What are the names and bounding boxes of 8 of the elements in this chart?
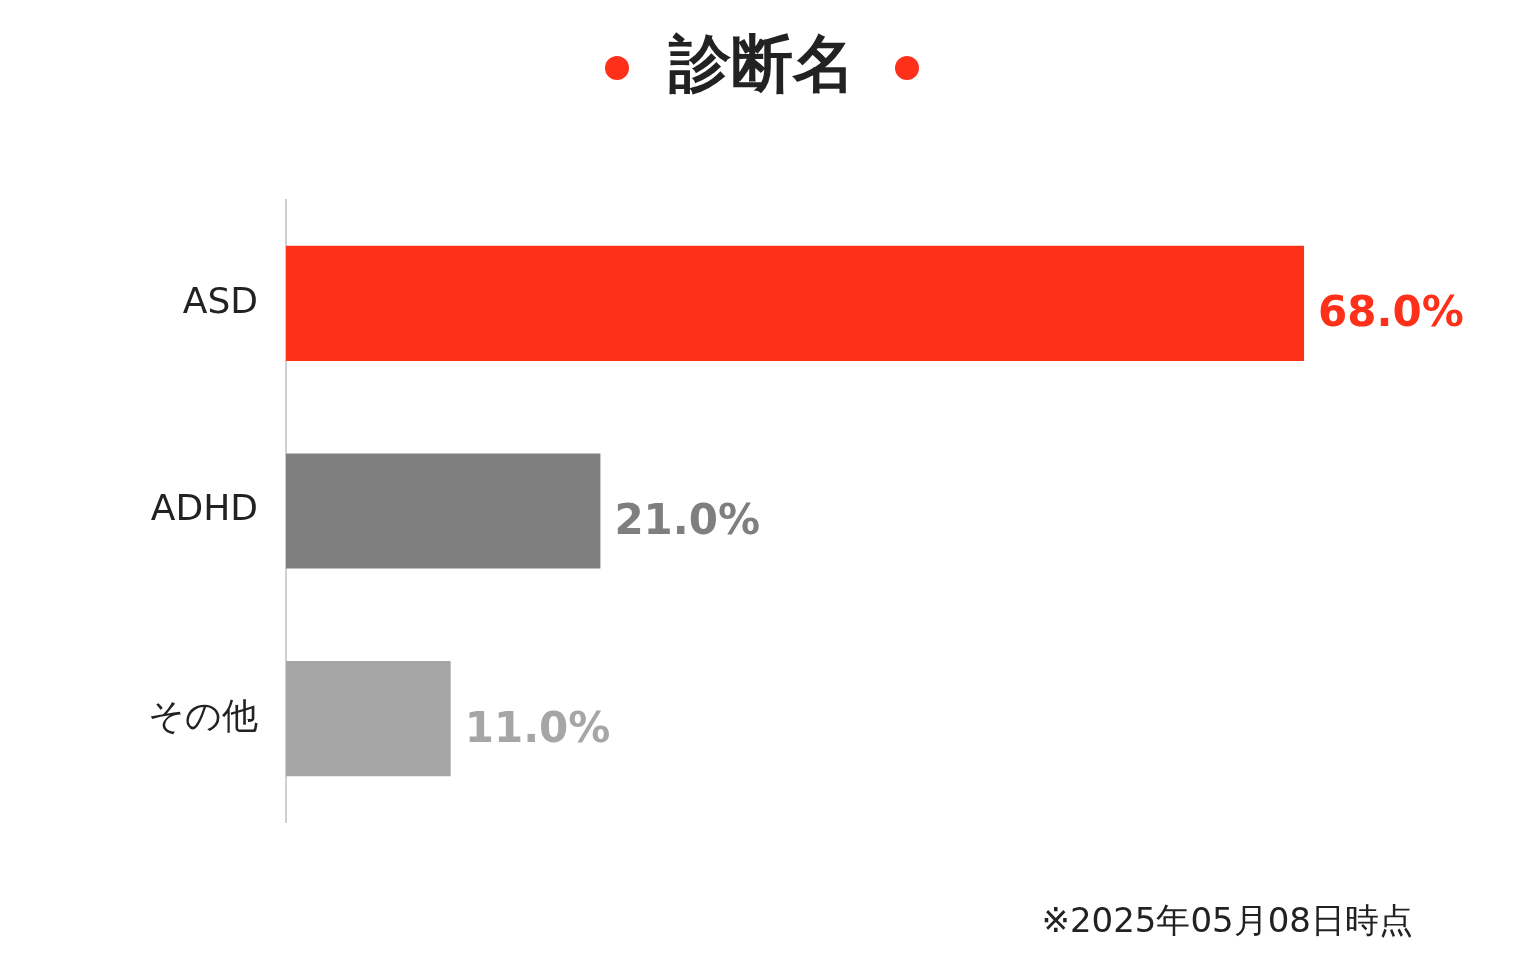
y-tick-label: ASD: [182, 279, 258, 321]
data-label: 11.0%: [464, 702, 611, 752]
text: ※2025年05月08日時点: [1041, 899, 1413, 942]
data-label: 68.0%: [1318, 287, 1464, 337]
y-tick-label: その他: [148, 694, 258, 736]
chart-title: 診断名: [668, 27, 855, 100]
y-tick-label: ADHD: [150, 487, 258, 529]
data-label: 21.0%: [614, 494, 761, 544]
